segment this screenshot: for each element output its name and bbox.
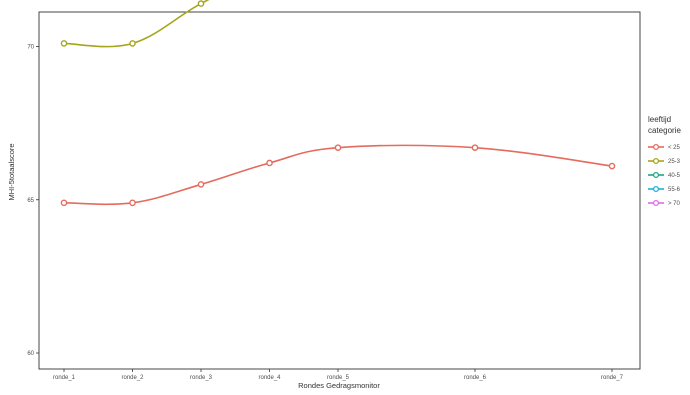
y-tick-label: 60 xyxy=(27,351,34,357)
legend-key-point xyxy=(652,157,660,165)
legend-label: < 25 xyxy=(668,145,681,151)
x-axis: ronde_1 ronde_2 ronde_3 ronde_4 ronde_5 ronde… xyxy=(53,369,624,381)
data-point xyxy=(608,162,616,170)
y-axis: 6065707580 xyxy=(27,45,39,357)
data-point xyxy=(197,181,205,188)
data-point xyxy=(471,144,479,151)
legend-key-point xyxy=(652,171,660,179)
data-point xyxy=(197,0,205,7)
series-group xyxy=(60,0,210,48)
y-axis-title: MHI-5totaalscore xyxy=(7,143,16,200)
legend-key-point xyxy=(652,143,660,151)
legend-item: 40-5 xyxy=(648,171,681,179)
data-point xyxy=(334,144,342,151)
data-point xyxy=(60,40,68,47)
legend-item: > 70 xyxy=(648,199,681,207)
legend-label: 55-6 xyxy=(668,187,681,193)
data-point xyxy=(266,159,273,167)
legend-item: 25-3 xyxy=(648,157,681,165)
x-tick-label: ronde_1 xyxy=(53,375,76,381)
data-point xyxy=(60,199,68,207)
legend-item: 55-6 xyxy=(648,185,681,193)
y-tick-label: 65 xyxy=(27,198,34,204)
legend: leeftijd categorie < 25 25-3 40-5 55-6 > 70 xyxy=(648,115,681,207)
data-point xyxy=(129,40,136,47)
x-tick-label: ronde_7 xyxy=(601,375,624,381)
legend-title: leeftijd categorie xyxy=(648,115,681,135)
legend-title-line-1: leeftijd xyxy=(648,115,671,124)
legend-key-point xyxy=(652,199,660,207)
legend-title-line-2: categorie xyxy=(648,126,681,135)
legend-label: 25-3 xyxy=(668,159,681,165)
x-tick-label: ronde_6 xyxy=(464,375,487,381)
x-axis-title: Rondes Gedragsmonitor xyxy=(298,381,380,390)
legend-key-point xyxy=(652,185,660,193)
legend-items: < 25 25-3 40-5 55-6 > 70 xyxy=(648,143,681,207)
x-tick-label: ronde_3 xyxy=(190,375,213,381)
legend-label: 40-5 xyxy=(668,173,681,179)
y-tick-label: 70 xyxy=(27,45,34,51)
series-group xyxy=(60,144,616,207)
series-layer xyxy=(60,0,616,207)
legend-label: > 70 xyxy=(668,201,681,207)
plot-panel-border xyxy=(38,11,641,370)
legend-item: < 25 xyxy=(648,143,681,151)
x-tick-label: ronde_2 xyxy=(121,375,144,381)
x-tick-label: ronde_4 xyxy=(258,375,281,381)
x-tick-label: ronde_5 xyxy=(327,375,350,381)
data-point xyxy=(129,199,136,207)
